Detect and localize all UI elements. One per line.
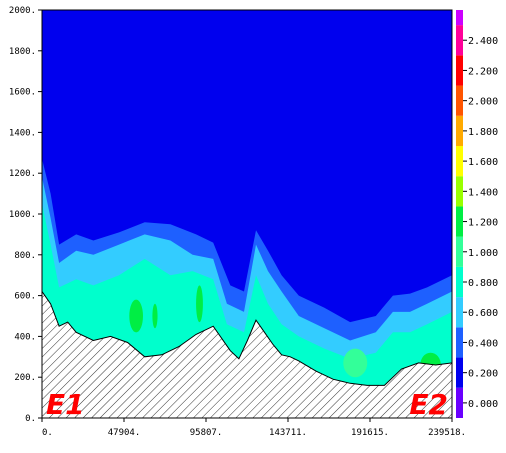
colorbar-label: 1.000 [468,248,498,259]
plot-area [42,10,452,418]
end-label-right: E2 [409,388,448,421]
colorbar-label: 1.800 [468,127,498,138]
contour-hotspot-2 [196,285,203,323]
colorbar-label: 0.600 [468,308,498,319]
colorbar-label: 2.400 [468,36,498,47]
colorbar-label: 0.800 [468,278,498,289]
y-tick-label: 1600. [9,88,36,98]
contour-hotspot-0 [129,299,143,333]
colorbar-swatch [456,146,463,177]
y-axis-ticks: 0. 200. 400. 600. 800. 1000. 1200. 1400. 1600. 18… [9,6,42,424]
y-tick-label: 200. [14,373,36,383]
x-tick-label: 95807. [190,428,223,438]
y-tick-label: 400. [14,332,36,342]
colorbar-swatch [456,55,463,86]
y-tick-label: 1800. [9,47,36,57]
y-tick-label: 0. [25,414,36,424]
colorbar-label: 0.000 [468,399,498,410]
colorbar-swatch [456,25,463,56]
colorbar-swatch [456,10,463,26]
colorbar-label: 2.200 [468,66,498,77]
y-tick-label: 600. [14,292,36,302]
y-tick-label: 1000. [9,210,36,220]
x-tick-label: 0. [42,428,53,438]
colorbar-label: 0.400 [468,338,498,349]
colorbar-swatch [456,327,463,358]
colorbar-swatch [456,85,463,116]
x-tick-label: 239518. [428,428,466,438]
colorbar-label: 1.400 [468,187,498,198]
end-label-left: E1 [46,388,85,421]
x-tick-label: 191615. [351,428,389,438]
colorbar-label: 2.000 [468,97,498,108]
colorbar-swatch [456,115,463,146]
x-tick-label: 143711. [269,428,307,438]
colorbar-swatch [456,236,463,267]
colorbar-swatch [456,297,463,328]
colorbar-label: 0.200 [468,369,498,380]
colorbar: 2.400 2.200 2.000 1.800 1.600 1.400 1.200 1.000… [456,10,498,418]
colorbar-label: 1.600 [468,157,498,168]
colorbar-swatch [456,357,463,388]
terrain-hatched [42,290,452,418]
x-tick-label: 47904. [108,428,141,438]
colorbar-swatch [456,387,463,418]
y-tick-label: 800. [14,251,36,261]
y-tick-label: 1400. [9,128,36,138]
x-axis-ticks: 0. 47904. 95807. 143711. 191615. 239518. [41,418,466,438]
colorbar-swatch [456,206,463,237]
contour-hotspot-3 [343,348,368,378]
y-tick-label: 1200. [9,169,36,179]
colorbar-label: 1.200 [468,218,498,229]
colorbar-swatch [456,176,463,207]
y-tick-label: 2000. [9,6,36,16]
contour-hotspot-1 [152,303,158,329]
colorbar-swatch [456,266,463,298]
